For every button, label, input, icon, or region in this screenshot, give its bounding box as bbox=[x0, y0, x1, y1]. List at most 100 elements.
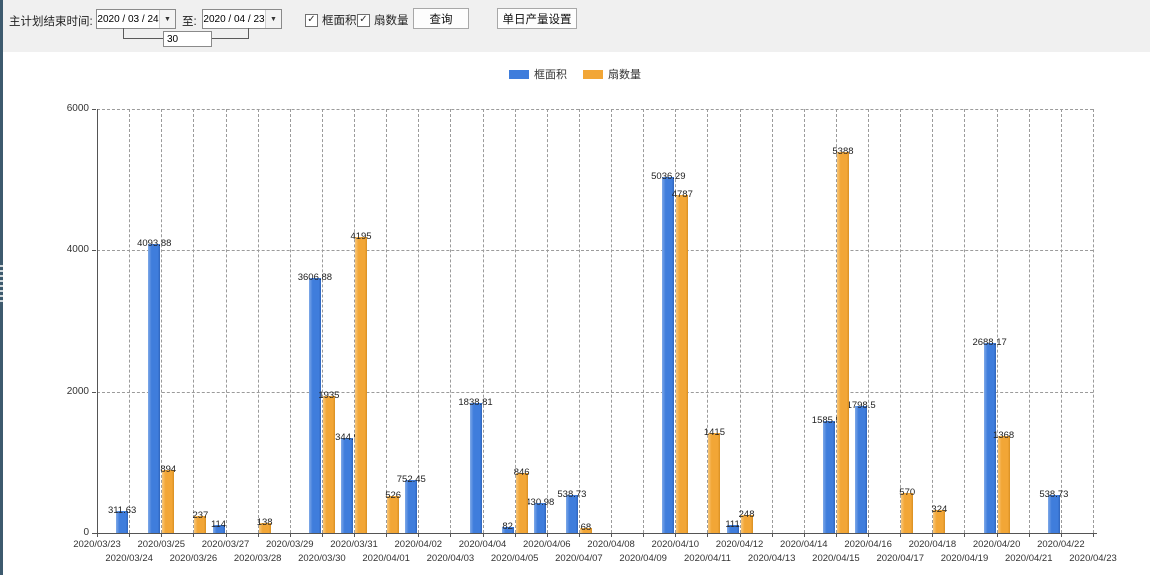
bar-value-label: 1585.96 bbox=[811, 414, 847, 426]
bar-value-label: 1344.95 bbox=[329, 431, 365, 443]
legend-label: 框面积 bbox=[534, 69, 567, 81]
gridline-vertical bbox=[386, 109, 387, 533]
gridline-vertical bbox=[804, 109, 805, 533]
x-axis-tick bbox=[193, 533, 195, 537]
x-axis-date-label: 2020/04/11 bbox=[684, 553, 731, 564]
connector-line bbox=[248, 28, 249, 39]
y-axis-line bbox=[97, 109, 98, 533]
bar-扇数量 bbox=[579, 528, 592, 533]
bar-value-label: 538.73 bbox=[557, 488, 587, 500]
gridline-vertical bbox=[226, 109, 227, 533]
x-axis-date-label: 2020/04/05 bbox=[490, 553, 539, 564]
x-axis-tick bbox=[97, 533, 98, 537]
bar-value-label: 538.73 bbox=[1039, 488, 1069, 500]
x-axis-tick bbox=[289, 533, 291, 537]
bar-value-label: 752.45 bbox=[396, 473, 426, 485]
gridline-vertical bbox=[483, 109, 484, 533]
checkbox-frame-area[interactable]: ✓ 框面积 bbox=[305, 12, 357, 28]
gridline-vertical bbox=[1061, 109, 1062, 533]
x-axis-tick bbox=[450, 533, 452, 537]
bar-value-label: 4787 bbox=[671, 188, 693, 200]
bar-value-label: 5388 bbox=[832, 146, 854, 158]
gridline-vertical bbox=[193, 109, 194, 533]
checkbox-checked-icon: ✓ bbox=[305, 13, 318, 27]
gridline-vertical bbox=[1029, 109, 1030, 533]
gridline-vertical bbox=[740, 109, 741, 533]
date-from-dropdown-icon[interactable]: ▼ bbox=[159, 10, 175, 28]
bar-value-label: 3606.88 bbox=[297, 272, 333, 284]
gridline-vertical bbox=[836, 109, 837, 533]
x-axis-date-label: 2020/04/04 bbox=[458, 539, 507, 550]
bar-框面积 bbox=[341, 437, 354, 533]
bar-框面积 bbox=[983, 343, 996, 533]
bar-value-label: 894 bbox=[160, 463, 177, 475]
checkbox-fan-count-label: 扇数量 bbox=[374, 15, 409, 27]
date-from-picker[interactable]: 2020 / 03 / 24 ▼ bbox=[96, 9, 176, 29]
gridline-vertical bbox=[290, 109, 291, 533]
gridline-vertical bbox=[964, 109, 965, 533]
x-axis-date-label: 2020/04/02 bbox=[394, 539, 443, 550]
x-axis-tick bbox=[707, 533, 709, 537]
x-axis-tick bbox=[771, 533, 773, 537]
bar-框面积 bbox=[469, 403, 482, 533]
checkbox-fan-count[interactable]: ✓ 扇数量 bbox=[357, 12, 409, 28]
bar-value-label: 311.63 bbox=[107, 504, 137, 516]
bar-框面积 bbox=[308, 278, 321, 533]
x-axis-date-label: 2020/03/27 bbox=[201, 539, 250, 550]
gridline-vertical bbox=[900, 109, 901, 533]
chart-legend: 框面积 扇数量 bbox=[0, 66, 1150, 82]
x-axis-date-label: 2020/04/17 bbox=[876, 553, 924, 564]
gridline-horizontal bbox=[97, 391, 1093, 393]
legend-swatch-icon bbox=[509, 69, 529, 79]
x-axis-date-label: 2020/04/21 bbox=[1004, 553, 1053, 564]
x-axis-tick bbox=[996, 533, 998, 537]
connector-line bbox=[207, 38, 249, 39]
query-button[interactable]: 查询 bbox=[413, 8, 469, 29]
left-splitter-bar[interactable] bbox=[0, 0, 3, 575]
gridline-vertical bbox=[354, 109, 355, 533]
daily-output-settings-button[interactable]: 单日产量设置 bbox=[497, 8, 577, 29]
bar-框面积 bbox=[822, 420, 835, 533]
bar-扇数量 bbox=[933, 510, 946, 533]
checkbox-checked-icon: ✓ bbox=[357, 13, 370, 27]
bar-value-label: 570 bbox=[899, 486, 916, 498]
days-count-input[interactable]: 30 bbox=[163, 31, 212, 47]
bar-value-label: 138 bbox=[256, 517, 273, 529]
bar-扇数量 bbox=[194, 516, 207, 533]
legend-item[interactable]: 框面积 bbox=[509, 66, 567, 82]
date-to-picker[interactable]: 2020 / 04 / 23 ▼ bbox=[202, 9, 282, 29]
bar-框面积 bbox=[212, 524, 225, 533]
bar-框面积 bbox=[662, 177, 675, 533]
splitter-grip-handle[interactable] bbox=[0, 265, 3, 305]
gridline-vertical bbox=[579, 109, 580, 533]
checkbox-frame-area-label: 框面积 bbox=[322, 15, 357, 27]
bar-扇数量 bbox=[515, 473, 528, 533]
gridline-vertical bbox=[515, 109, 516, 533]
legend-item[interactable]: 扇数量 bbox=[583, 66, 641, 82]
bar-value-label: 1368 bbox=[993, 430, 1015, 442]
x-axis-tick bbox=[257, 533, 259, 537]
connector-line bbox=[123, 38, 163, 39]
date-to-value: 2020 / 04 / 23 bbox=[203, 13, 265, 25]
bar-value-label: 237 bbox=[192, 510, 209, 522]
x-axis-tick bbox=[643, 533, 645, 537]
x-axis-tick bbox=[675, 533, 677, 537]
x-axis-tick bbox=[803, 533, 805, 537]
x-axis-tick bbox=[225, 533, 227, 537]
bar-value-label: 111 bbox=[725, 519, 740, 531]
x-axis-tick bbox=[900, 533, 902, 537]
bar-框面积 bbox=[726, 525, 739, 533]
bar-扇数量 bbox=[740, 515, 753, 533]
bar-框面积 bbox=[565, 494, 578, 533]
legend-swatch-icon bbox=[583, 69, 603, 79]
bar-扇数量 bbox=[708, 433, 721, 533]
x-axis-tick bbox=[482, 533, 484, 537]
x-axis-tick bbox=[611, 533, 613, 537]
date-to-dropdown-icon[interactable]: ▼ bbox=[265, 10, 281, 28]
bar-value-label: 1935 bbox=[318, 390, 340, 402]
x-axis-date-label: 2020/04/15 bbox=[812, 553, 860, 564]
bar-value-label: 114 bbox=[210, 518, 227, 530]
x-axis-date-label: 2020/04/22 bbox=[1037, 539, 1085, 550]
x-axis-date-label: 2020/04/01 bbox=[362, 553, 410, 564]
